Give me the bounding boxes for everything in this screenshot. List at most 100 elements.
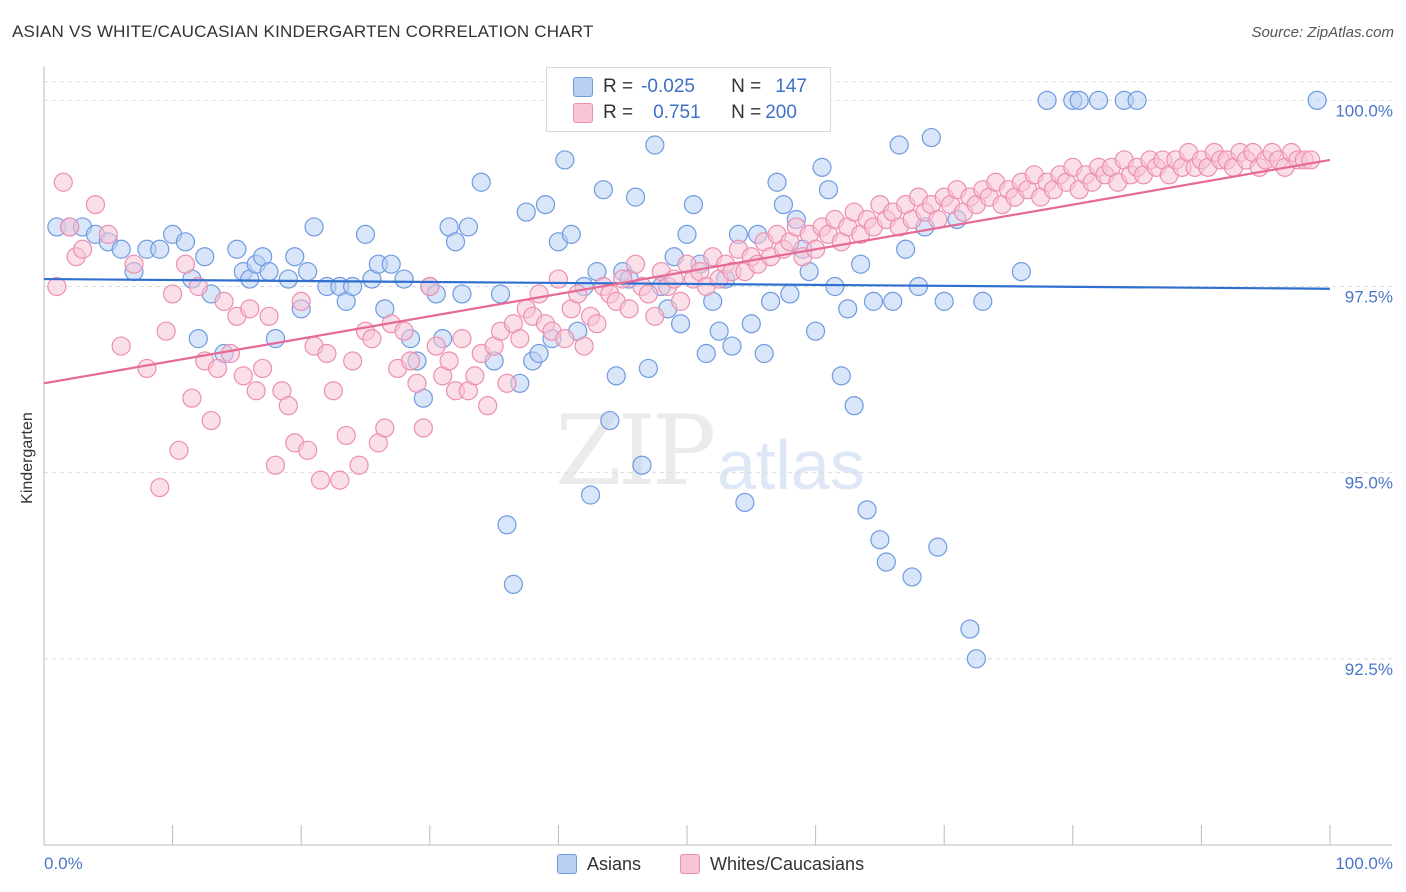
white-point: [53, 172, 73, 192]
asian-point: [298, 262, 318, 282]
n-label: N =: [731, 102, 762, 123]
asian-point: [928, 537, 948, 557]
white-point: [555, 329, 575, 349]
asian-point: [683, 194, 704, 215]
white-point: [220, 343, 241, 364]
asian-point: [1127, 90, 1147, 110]
asian-point: [561, 224, 581, 244]
white-point: [1301, 150, 1321, 170]
asian-point: [735, 492, 755, 513]
white-point: [413, 418, 433, 438]
asian-point: [696, 343, 716, 364]
asian-legend-label: Asians: [587, 853, 642, 874]
white-point: [407, 373, 427, 393]
white-point: [201, 410, 221, 431]
asian-point: [458, 217, 478, 237]
asian-point: [445, 232, 466, 252]
r-label: R =: [603, 102, 634, 123]
asian-point: [452, 284, 472, 304]
n-label: N =: [731, 76, 762, 97]
x-tick-label: 0.0%: [44, 854, 83, 873]
asian-point: [529, 343, 549, 364]
white-point: [278, 396, 298, 416]
asian-point: [1037, 90, 1057, 110]
white-point: [613, 269, 633, 289]
white-point: [343, 351, 363, 371]
asian-point: [760, 291, 781, 311]
asian-point: [645, 135, 665, 155]
asian-point: [278, 269, 298, 289]
y-tick-label: 100.0%: [1335, 101, 1393, 120]
white-trend-line: [43, 158, 1331, 385]
white-point: [574, 336, 594, 356]
bottom-legend-asian: Asians: [557, 852, 641, 876]
asian-point: [535, 194, 556, 215]
white-point: [497, 373, 517, 393]
white-point: [323, 381, 343, 401]
asian-point: [889, 135, 909, 155]
asian-point: [896, 239, 916, 259]
asian-point: [632, 455, 652, 475]
asian-point: [638, 358, 659, 379]
asian-point: [497, 515, 517, 535]
white-point: [60, 217, 80, 237]
asian-point: [825, 276, 845, 297]
asian-point: [188, 329, 208, 349]
white-point: [362, 329, 382, 349]
watermark-zip: ZIP: [555, 395, 716, 507]
asian-point: [227, 239, 247, 259]
white-point: [111, 336, 131, 356]
white-point: [638, 284, 659, 304]
asian-point: [593, 180, 614, 200]
white-point: [587, 314, 607, 334]
white-point: [426, 336, 446, 356]
asian-point: [960, 619, 980, 639]
r-label: R =: [603, 76, 634, 97]
asian-point: [709, 321, 729, 341]
asian-point: [831, 366, 851, 386]
white-point: [265, 455, 286, 475]
asian-point: [625, 187, 646, 207]
asian-point: [600, 410, 620, 431]
asian-point: [285, 247, 305, 267]
white-point: [568, 284, 588, 304]
asian-point: [870, 530, 890, 550]
white-swatch: [573, 103, 593, 123]
white-point: [246, 381, 266, 401]
white-point: [150, 477, 170, 498]
white-point: [156, 321, 176, 341]
white-point: [394, 321, 414, 341]
asian-point: [722, 336, 742, 356]
white-point: [619, 299, 639, 319]
asian-point: [857, 500, 877, 520]
asian-point: [780, 284, 800, 304]
asian-point: [555, 150, 575, 170]
asian-point: [773, 194, 794, 215]
asian-point: [818, 180, 839, 200]
white-point: [465, 366, 485, 386]
asian-point: [175, 232, 196, 252]
asian-point: [355, 224, 376, 244]
asian-point: [902, 567, 922, 587]
asian-point: [851, 254, 871, 274]
y-tick-label: 95.0%: [1345, 474, 1393, 493]
asian-point: [876, 552, 896, 572]
asian-point: [111, 239, 131, 259]
white-point: [420, 276, 440, 297]
asian-point: [805, 321, 826, 341]
asian-point: [471, 172, 491, 192]
white-point: [214, 291, 234, 311]
white-point: [175, 254, 196, 274]
watermark-atlas: atlas: [717, 426, 865, 504]
asian-point: [1307, 90, 1327, 110]
white-point: [208, 358, 228, 379]
white-point: [240, 299, 260, 319]
asian-trend-line: [43, 277, 1331, 290]
asian-point: [741, 314, 761, 334]
white-point: [85, 194, 106, 215]
y-tick-label: 97.5%: [1345, 288, 1393, 307]
y-tick-label: 92.5%: [1345, 660, 1393, 679]
asian-point: [921, 127, 941, 148]
white-point: [317, 343, 337, 364]
